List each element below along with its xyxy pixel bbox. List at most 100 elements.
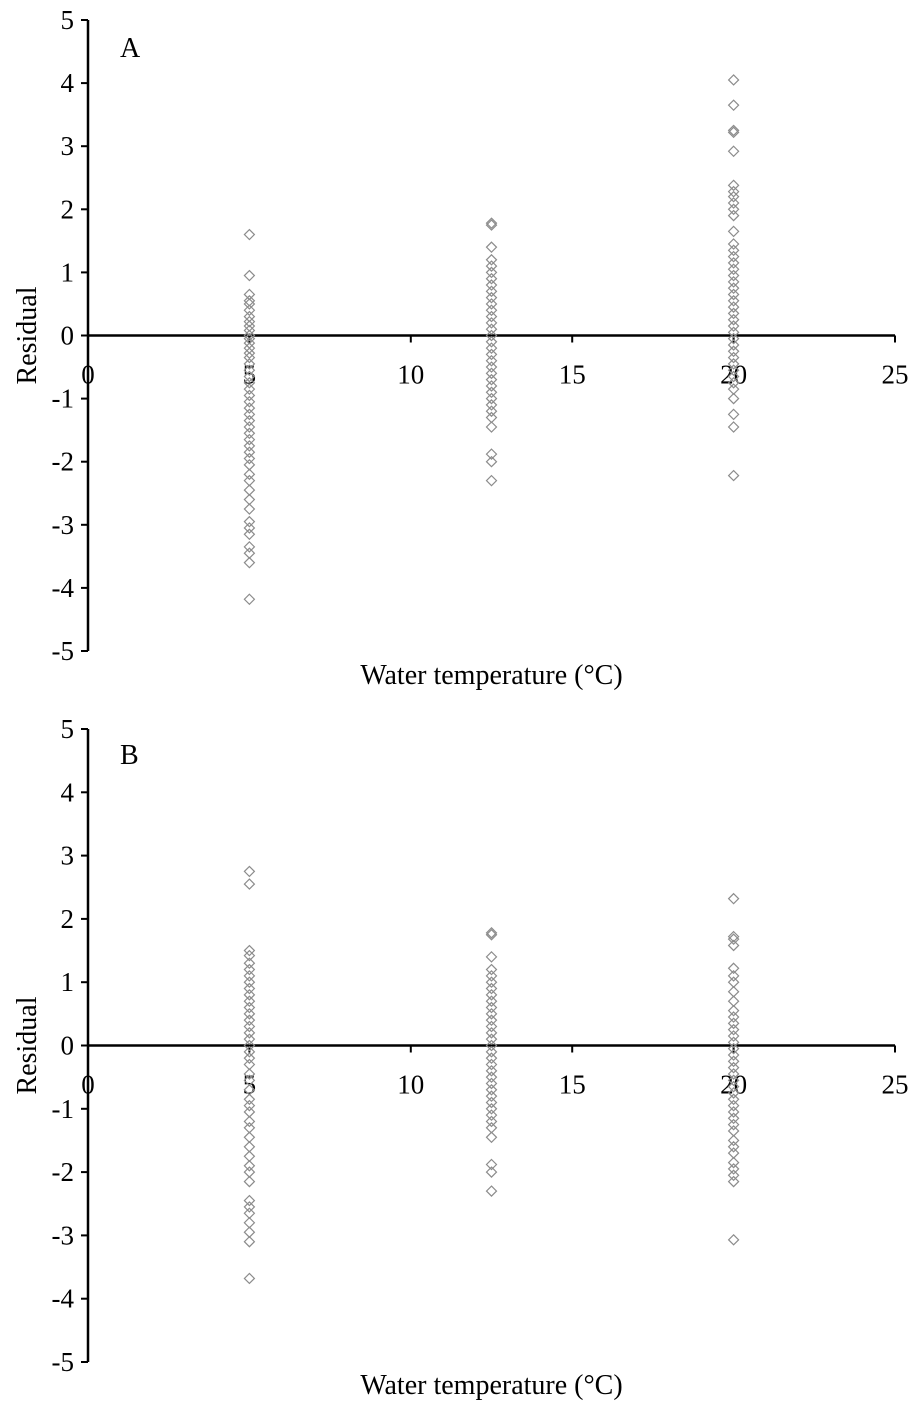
data-point bbox=[485, 928, 498, 941]
data-point bbox=[243, 1207, 256, 1220]
data-point bbox=[485, 1185, 498, 1197]
y-tick-label: -4 bbox=[52, 1284, 75, 1314]
data-point bbox=[243, 329, 256, 342]
x-tick-label: 10 bbox=[397, 1070, 424, 1100]
data-point bbox=[243, 228, 256, 241]
data-point bbox=[727, 364, 740, 377]
y-tick-label: -4 bbox=[52, 573, 75, 603]
data-point bbox=[485, 926, 498, 939]
data-point bbox=[243, 433, 256, 446]
data-point bbox=[727, 294, 740, 307]
data-point bbox=[727, 392, 740, 405]
data-point bbox=[727, 976, 740, 989]
y-tick-label: 0 bbox=[61, 1031, 75, 1061]
data-point bbox=[243, 402, 256, 414]
data-point bbox=[727, 358, 740, 370]
data-point bbox=[243, 1201, 256, 1213]
y-tick-label: -3 bbox=[52, 510, 75, 540]
data-point bbox=[485, 348, 498, 361]
data-point bbox=[485, 323, 498, 336]
data-point bbox=[727, 74, 740, 86]
data-point bbox=[485, 335, 498, 348]
data-point bbox=[727, 1099, 740, 1112]
data-point bbox=[243, 1008, 256, 1020]
data-point bbox=[243, 395, 256, 408]
data-point bbox=[485, 1158, 498, 1171]
data-point bbox=[485, 317, 498, 329]
data-point bbox=[727, 190, 740, 203]
data-point bbox=[727, 238, 740, 250]
data-point bbox=[485, 1077, 498, 1090]
y-tick-label: -2 bbox=[52, 447, 75, 477]
y-tick-label: 3 bbox=[61, 841, 75, 871]
y-tick-label: 4 bbox=[61, 68, 75, 98]
data-point bbox=[485, 260, 498, 272]
data-point bbox=[243, 1121, 256, 1134]
data-point bbox=[485, 1096, 498, 1109]
data-point bbox=[243, 957, 256, 970]
x-tick-label: 10 bbox=[397, 360, 424, 390]
data-point bbox=[727, 1118, 740, 1131]
data-point bbox=[727, 1042, 740, 1055]
y-tick-label: 2 bbox=[61, 904, 75, 934]
data-point bbox=[243, 376, 256, 389]
data-point bbox=[243, 963, 256, 976]
y-tick-label: 3 bbox=[61, 131, 75, 161]
data-point bbox=[243, 995, 256, 1008]
data-point bbox=[485, 1109, 498, 1121]
data-point bbox=[243, 1150, 256, 1163]
data-point bbox=[485, 970, 498, 982]
data-point bbox=[243, 1140, 256, 1153]
y-tick-label: 0 bbox=[61, 321, 75, 351]
data-point bbox=[485, 298, 498, 310]
data-point bbox=[243, 358, 256, 370]
data-point bbox=[485, 1102, 498, 1115]
data-point bbox=[485, 951, 498, 963]
data-point bbox=[485, 1033, 498, 1046]
data-point bbox=[727, 469, 740, 482]
data-point bbox=[727, 962, 740, 975]
data-point bbox=[243, 547, 256, 560]
data-point bbox=[727, 203, 740, 216]
data-point bbox=[485, 219, 498, 231]
data-point bbox=[727, 1023, 740, 1036]
data-point bbox=[727, 124, 740, 137]
data-point bbox=[485, 373, 498, 386]
data-point bbox=[727, 930, 740, 943]
data-point bbox=[243, 351, 256, 364]
data-point bbox=[485, 329, 498, 342]
data-point bbox=[485, 1008, 498, 1020]
data-point bbox=[243, 364, 256, 377]
data-point bbox=[243, 1058, 256, 1071]
data-point bbox=[727, 370, 740, 383]
data-point bbox=[485, 474, 498, 487]
data-point bbox=[485, 279, 498, 291]
data-point bbox=[243, 1166, 256, 1178]
data-point bbox=[485, 285, 498, 298]
x-tick-label: 25 bbox=[882, 1070, 909, 1100]
data-point bbox=[243, 982, 256, 995]
data-point bbox=[727, 1156, 740, 1169]
data-point bbox=[727, 1068, 740, 1080]
data-point bbox=[485, 995, 498, 1008]
data-point bbox=[485, 455, 498, 468]
x-tick-label: 0 bbox=[81, 360, 95, 390]
data-point bbox=[727, 1004, 740, 1017]
data-point bbox=[485, 291, 498, 304]
data-point bbox=[485, 448, 498, 460]
data-point bbox=[485, 310, 498, 323]
data-point bbox=[243, 1226, 256, 1239]
data-point bbox=[243, 440, 256, 452]
data-point bbox=[243, 298, 256, 310]
data-point bbox=[243, 288, 256, 301]
data-point bbox=[243, 976, 256, 989]
data-point bbox=[485, 1039, 498, 1052]
data-point bbox=[485, 1115, 498, 1128]
data-point bbox=[243, 944, 256, 957]
data-point bbox=[727, 179, 740, 192]
data-point bbox=[243, 452, 256, 465]
data-point bbox=[727, 892, 740, 905]
data-point bbox=[485, 1121, 498, 1134]
